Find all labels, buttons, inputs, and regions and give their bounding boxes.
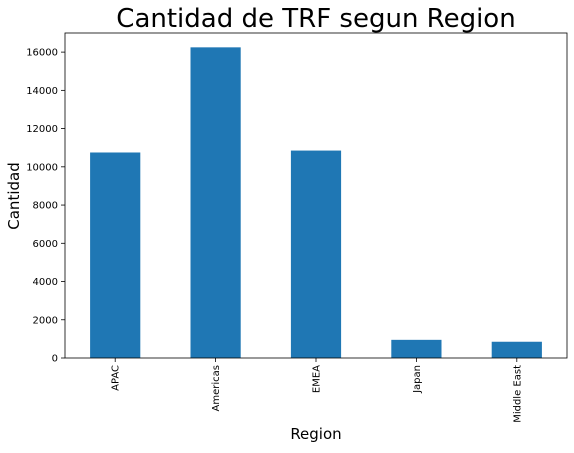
y-axis-label: Cantidad bbox=[5, 162, 23, 229]
x-axis-label: Region bbox=[290, 425, 341, 443]
y-tick-label: 8000 bbox=[33, 201, 58, 212]
y-tick-label: 0 bbox=[52, 354, 58, 365]
x-tick-label: EMEA bbox=[312, 365, 323, 393]
x-tick-label: Japan bbox=[412, 365, 423, 394]
x-tick-label: APAC bbox=[111, 365, 122, 391]
chart-title: Cantidad de TRF segun Region bbox=[116, 4, 515, 34]
y-tick-label: 12000 bbox=[26, 124, 58, 135]
y-tick-label: 14000 bbox=[26, 86, 58, 97]
y-tick-label: 4000 bbox=[33, 277, 58, 288]
bar-americas bbox=[191, 47, 241, 358]
y-tick-label: 2000 bbox=[33, 315, 58, 326]
x-tick-label: Middle East bbox=[512, 365, 523, 423]
x-tick-label: Americas bbox=[211, 365, 222, 411]
bar-middle-east bbox=[492, 342, 542, 358]
y-tick-label: 6000 bbox=[33, 239, 58, 250]
y-tick-label: 10000 bbox=[26, 162, 58, 173]
bar-emea bbox=[291, 151, 341, 358]
y-tick-label: 16000 bbox=[26, 48, 58, 59]
bar-japan bbox=[391, 340, 441, 358]
bar-apac bbox=[90, 152, 140, 358]
